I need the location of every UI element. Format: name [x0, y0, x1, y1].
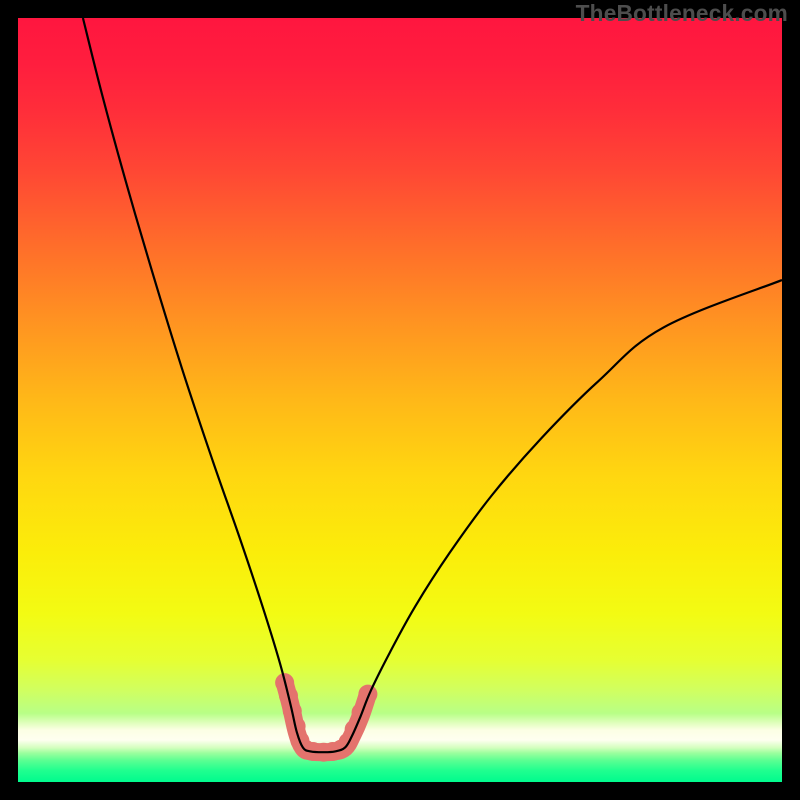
gradient-plot-area — [18, 18, 782, 782]
chart-svg — [0, 0, 800, 800]
chart-frame: TheBottleneck.com — [0, 0, 800, 800]
watermark-text: TheBottleneck.com — [576, 0, 788, 27]
